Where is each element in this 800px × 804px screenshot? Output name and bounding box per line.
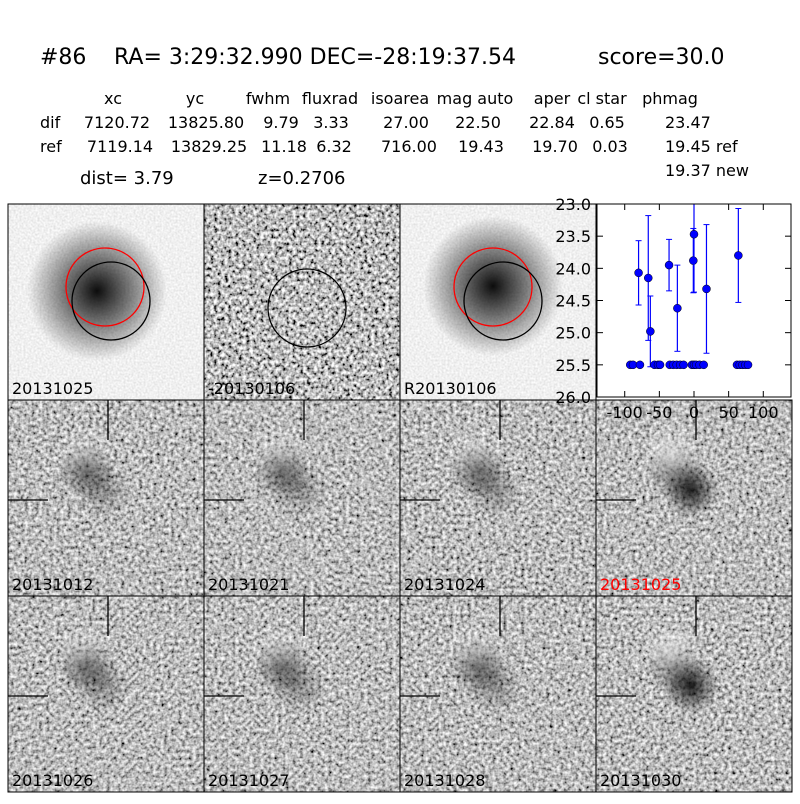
table-cell: 22.84 xyxy=(529,113,575,132)
aperture xyxy=(463,261,543,341)
stamp-image: 20131027 xyxy=(203,595,401,793)
stamp-label: 20131012 xyxy=(12,575,93,594)
x-tick-label: 0 xyxy=(689,403,699,422)
point xyxy=(634,268,643,278)
table-cell: 23.47 xyxy=(665,113,711,132)
stamp-label: 20131025 xyxy=(12,379,93,398)
plot-frame xyxy=(596,203,792,398)
x-tick-label: -100 xyxy=(607,403,643,422)
table-cell: 0.03 xyxy=(592,137,628,156)
stamp-image: 20131026 xyxy=(7,595,205,793)
point xyxy=(655,360,665,370)
x-tick-label: -50 xyxy=(646,403,672,422)
table-cell: 6.32 xyxy=(316,137,352,156)
row-label: dif xyxy=(40,113,61,132)
column-header: aper xyxy=(534,89,571,108)
stamp-label: -20130106 xyxy=(208,379,295,398)
point xyxy=(644,273,653,283)
table-cell: 7120.72 xyxy=(84,113,150,132)
point xyxy=(702,284,711,294)
column-header: isoarea xyxy=(371,89,429,108)
phmag-new: 19.37 new xyxy=(665,161,749,180)
point xyxy=(734,251,743,260)
y-tick-label: 23.0 xyxy=(555,195,591,214)
stamp-label: 20131027 xyxy=(208,771,289,790)
x-tick-label: 50 xyxy=(718,403,738,422)
x-tick-label: 100 xyxy=(748,403,779,422)
point xyxy=(743,360,753,370)
stamp-label: R20130106 xyxy=(404,379,497,398)
aperture xyxy=(71,261,151,341)
stamp-frame xyxy=(595,595,793,793)
point xyxy=(689,229,699,239)
stamp-image: 20131012 xyxy=(7,399,205,597)
y-tick-label: 25.5 xyxy=(555,356,591,375)
stamp-label: 20131030 xyxy=(600,771,681,790)
point xyxy=(646,327,655,336)
stamp-image: R20130106 xyxy=(399,203,597,401)
column-header: xc xyxy=(104,89,122,108)
column-header: fwhm xyxy=(246,89,290,108)
score: score=30.0 xyxy=(598,45,725,70)
y-tick-label: 23.5 xyxy=(555,227,591,246)
y-tick-label: 24.0 xyxy=(555,259,591,278)
table-cell: 716.00 xyxy=(381,137,437,156)
stamp-image: 20131025 xyxy=(7,203,205,401)
stamp-image: 20131030 xyxy=(595,595,793,793)
table-cell: 22.50 xyxy=(455,113,501,132)
table-cell: 13829.25 xyxy=(171,137,247,156)
column-header: phmag xyxy=(642,89,698,108)
stamp-label: 20131025 xyxy=(600,575,681,594)
column-header: fluxrad xyxy=(302,89,358,108)
stamp-image: -20130106 xyxy=(203,203,401,401)
aperture xyxy=(453,247,533,327)
table-cell: 19.43 xyxy=(458,137,504,156)
point xyxy=(635,360,645,370)
data-layer xyxy=(626,204,753,370)
object-id: #86 xyxy=(40,45,86,70)
table-cell: 27.00 xyxy=(383,113,429,132)
stamp-image: 20131028 xyxy=(399,595,597,793)
point xyxy=(673,303,682,313)
stamp-label: 20131028 xyxy=(404,771,485,790)
table-cell: 9.79 xyxy=(263,113,299,132)
column-header: mag auto xyxy=(437,89,514,108)
stamp-image: 20131021 xyxy=(203,399,401,597)
table-cell: 13825.80 xyxy=(168,113,244,132)
table-cell: 0.65 xyxy=(589,113,625,132)
table-cell: 19.45 ref xyxy=(665,137,738,156)
redshift: z=0.2706 xyxy=(258,168,346,189)
aperture xyxy=(65,247,145,327)
stamp-label: 20131026 xyxy=(12,771,93,790)
coordinates: RA= 3:29:32.990 DEC=-28:19:37.54 xyxy=(114,45,516,70)
table-cell: 3.33 xyxy=(313,113,349,132)
table-cell: 11.18 xyxy=(261,137,307,156)
y-tick-label: 26.0 xyxy=(555,388,591,407)
column-header: yc xyxy=(186,89,204,108)
column-header: cl star xyxy=(577,89,627,108)
point xyxy=(689,256,698,265)
point xyxy=(664,260,674,270)
row-label: ref xyxy=(40,137,62,156)
stamp-label: 20131024 xyxy=(404,575,485,594)
distance: dist= 3.79 xyxy=(80,168,174,189)
table-cell: 7119.14 xyxy=(87,137,153,156)
stamp-image: 20131024 xyxy=(399,399,597,597)
y-tick-label: 25.0 xyxy=(555,324,591,343)
table-cell: 19.70 xyxy=(532,137,578,156)
aperture xyxy=(267,268,347,348)
stamp-image: 20131025 xyxy=(595,399,793,597)
point xyxy=(679,360,688,370)
y-tick-label: 24.5 xyxy=(555,292,591,311)
point xyxy=(699,360,708,370)
stamp-label: 20131021 xyxy=(208,575,289,594)
